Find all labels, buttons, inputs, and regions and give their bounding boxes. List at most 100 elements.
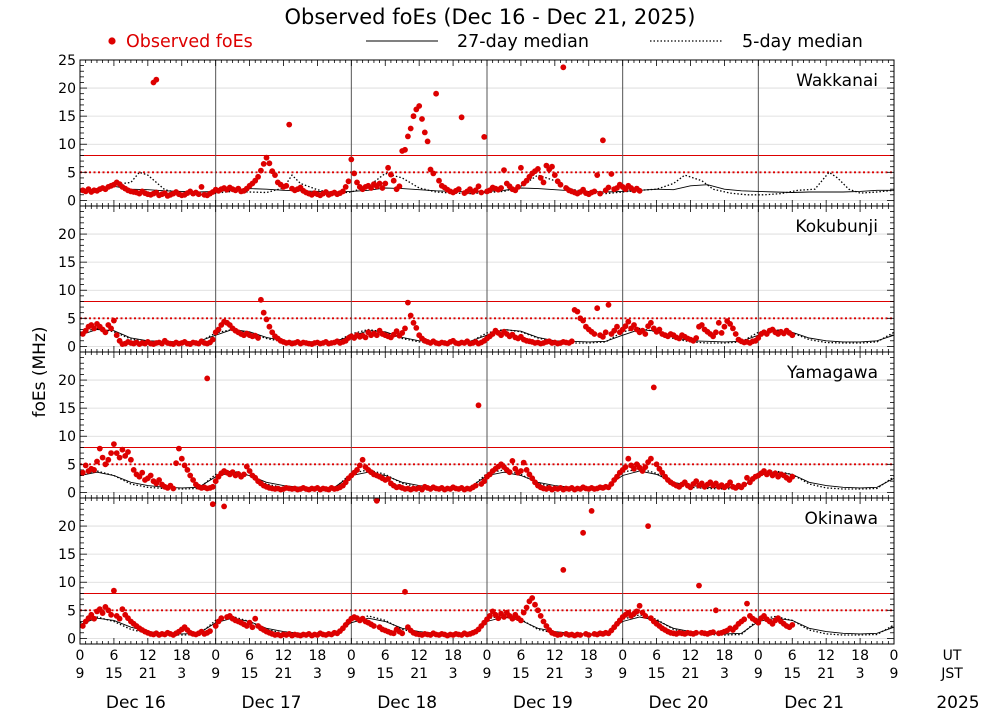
observed-point (108, 325, 114, 332)
x-tick-label-ut: 12 (410, 648, 428, 664)
x-tick-label-jst: 21 (410, 666, 428, 682)
station-name: Kokubunji (795, 217, 878, 237)
y-tick-label: 25 (58, 53, 76, 69)
y-tick-label: 15 (58, 255, 76, 271)
observed-point (385, 164, 391, 171)
station-panel-wakkanai: 0 5 10 15 20 25 Wakkanai (58, 53, 895, 209)
observed-point (755, 619, 762, 626)
y-tick-label: 5 (67, 603, 76, 619)
observed-point (371, 623, 377, 629)
observed-point (218, 615, 225, 622)
observed-point (198, 184, 205, 190)
observed-point (116, 454, 123, 461)
observed-point (481, 478, 488, 485)
observed-point (91, 467, 97, 473)
observed-point (407, 125, 414, 132)
y-tick-label: 10 (58, 283, 76, 299)
observed-point (405, 133, 411, 140)
observed-point (413, 325, 420, 331)
x-tick-label-ut: 18 (444, 648, 462, 664)
y-tick-label: 0 (67, 339, 76, 355)
x-tick-label-jst: 21 (275, 666, 293, 682)
observed-point (721, 323, 728, 330)
observed-point (713, 607, 719, 614)
observed-point (96, 445, 103, 452)
observed-point (388, 171, 394, 178)
observed-point (102, 461, 109, 468)
observed-point (577, 632, 584, 638)
observed-point (656, 326, 663, 333)
observed-point (345, 178, 352, 185)
observed-point (588, 508, 595, 514)
observed-point (594, 172, 601, 179)
observed-point (529, 595, 536, 601)
x-tick-label-jst: 21 (817, 666, 835, 682)
observed-point (636, 187, 643, 194)
observed-point (523, 604, 530, 611)
observed-point (715, 319, 722, 326)
observed-point (187, 472, 194, 479)
x-tick-label-jst: 3 (856, 666, 865, 682)
observed-point (209, 336, 216, 343)
observed-point (625, 455, 632, 462)
chart-title: Observed foEs (Dec 16 - Dec 21, 2025) (284, 5, 695, 29)
observed-point (105, 607, 112, 614)
observed-point (204, 375, 211, 382)
x-day-label: Dec 17 (242, 693, 302, 713)
observed-point (272, 172, 278, 179)
y-tick-label: 0 (67, 193, 76, 209)
observed-point (650, 384, 657, 391)
observed-point (518, 617, 524, 624)
observed-point (642, 613, 649, 619)
observed-point (549, 163, 555, 170)
observed-point (359, 456, 366, 463)
observed-point (509, 458, 516, 464)
observed-point (396, 183, 403, 190)
observed-point (633, 608, 640, 615)
observed-point (498, 185, 504, 191)
observed-point (614, 323, 620, 330)
observed-point (732, 331, 739, 337)
observed-point (399, 630, 406, 637)
y-tick-label: 5 (67, 457, 76, 473)
observed-point (402, 325, 408, 332)
y-axis-label: foEs (MHz) (30, 326, 50, 417)
x-tick-label-jst: 9 (347, 666, 356, 682)
observed-point (258, 296, 264, 303)
observed-point (486, 613, 493, 619)
observed-point (373, 332, 380, 339)
x-tick-label-jst: 15 (105, 666, 123, 682)
observed-point (741, 616, 748, 623)
observed-point (209, 501, 216, 508)
y-tick-label: 10 (58, 575, 76, 591)
observed-point (506, 469, 513, 476)
observed-point (246, 619, 253, 626)
y-tick-label: 20 (58, 227, 76, 243)
y-tick-label: 15 (58, 547, 76, 563)
observed-point (631, 465, 637, 472)
x-tick-label-jst: 21 (682, 666, 700, 682)
y-tick-label: 15 (58, 401, 76, 417)
observed-point (119, 446, 126, 453)
observed-point (653, 461, 660, 468)
x-tick-label-jst: 15 (648, 666, 666, 682)
observed-points (80, 296, 796, 347)
observed-point (622, 464, 629, 470)
x-tick-label-ut: 18 (173, 648, 191, 664)
observed-point (713, 329, 719, 336)
observed-point (458, 114, 465, 121)
observed-point (80, 469, 86, 476)
observed-point (249, 624, 256, 631)
observed-point (385, 476, 391, 482)
observed-point (744, 600, 750, 607)
observed-point (475, 183, 482, 190)
station-name: Yamagawa (786, 363, 878, 383)
observed-point (585, 632, 592, 638)
observed-point (255, 335, 261, 341)
observed-points (80, 375, 796, 493)
y-tick-label: 15 (58, 109, 76, 125)
observed-point (605, 301, 612, 308)
legend-27day-label: 27-day median (457, 32, 589, 52)
observed-point (184, 467, 191, 473)
observed-point (108, 450, 114, 456)
